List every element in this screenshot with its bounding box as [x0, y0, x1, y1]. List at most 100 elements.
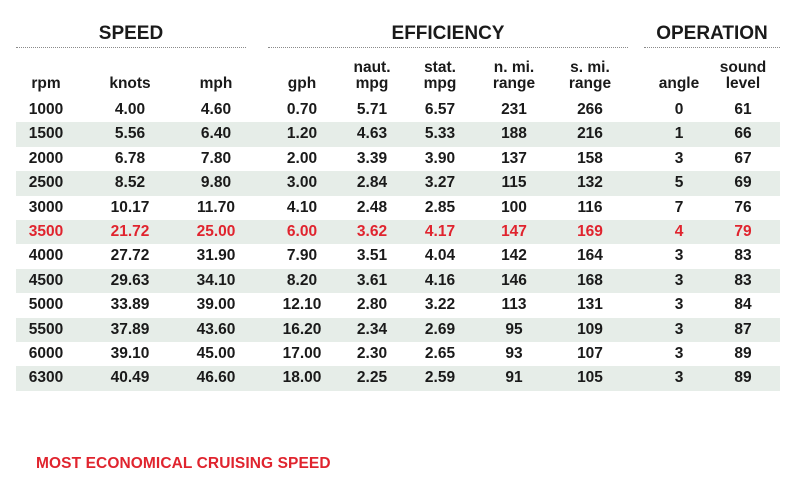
col-header-gph-text: gph	[287, 75, 317, 92]
cell-naut-mpg: 3.39	[356, 149, 388, 167]
cell-nmi-range: 142	[501, 247, 527, 265]
cell-knots: 5.56	[114, 125, 146, 143]
cell-sound: 89	[734, 344, 752, 362]
cell-smi-range: 116	[577, 198, 603, 216]
cell-mph: 7.80	[200, 149, 232, 167]
cell-naut-mpg: 3.62	[356, 222, 388, 240]
group-title-efficiency: EFFICIENCY	[268, 20, 628, 48]
cell-mph: 9.80	[200, 174, 232, 192]
cell-nmi-range: 95	[505, 320, 523, 338]
cell-sound: 84	[734, 296, 752, 314]
group-rule-efficiency	[268, 47, 628, 48]
col-header-sound-level: sound level	[712, 52, 774, 92]
cell-nmi-range: 93	[505, 344, 523, 362]
col-header-naut-mpg-text: naut. mpg	[353, 60, 390, 92]
table-row: 6300 40.49 46.60 18.00 2.25 2.59 91 105 3 89	[16, 366, 780, 391]
cell-nmi-range: 100	[501, 198, 527, 216]
cell-smi-range: 164	[577, 247, 603, 265]
col-header-sound-level-text: sound level	[720, 60, 767, 92]
cell-rpm: 4000	[28, 247, 64, 265]
cell-stat-mpg: 2.65	[424, 344, 456, 362]
col-header-mph: mph	[176, 52, 256, 92]
cell-smi-range: 169	[577, 222, 603, 240]
cell-gph: 0.70	[286, 101, 318, 118]
cell-angle: 3	[674, 149, 684, 167]
cell-stat-mpg: 4.17	[424, 222, 456, 240]
cell-mph: 4.60	[200, 101, 232, 118]
col-header-nmi-range: n. mi. range	[476, 52, 552, 92]
col-header-rpm-text: rpm	[31, 75, 61, 92]
col-header-nmi-range-line2: range	[492, 75, 536, 92]
group-title-speed: SPEED	[16, 20, 246, 48]
table-row: 2500 8.52 9.80 3.00 2.84 3.27 115 132 5 69	[16, 171, 780, 196]
footnote: MOST ECONOMICAL CRUISING SPEED	[36, 455, 331, 472]
cell-gph: 1.20	[286, 125, 318, 143]
col-header-rpm: rpm	[16, 52, 76, 92]
table-row: 4000 27.72 31.90 7.90 3.51 4.04 142 164 3 83	[16, 244, 780, 268]
cell-angle: 0	[674, 101, 684, 118]
cell-stat-mpg: 3.90	[424, 149, 456, 167]
cell-gph: 18.00	[282, 369, 322, 387]
cell-sound: 66	[734, 125, 752, 143]
cell-gph: 3.00	[286, 174, 318, 192]
cell-gph: 6.00	[286, 222, 318, 240]
cell-knots: 29.63	[110, 271, 150, 289]
cell-mph: 46.60	[196, 369, 236, 387]
cell-gph: 2.00	[286, 149, 318, 167]
col-header-sound-level-line2: level	[725, 75, 761, 92]
cell-stat-mpg: 4.16	[424, 271, 456, 289]
group-title-speed-text: SPEED	[98, 23, 164, 44]
col-header-angle-text: angle	[658, 75, 700, 92]
cell-knots: 8.52	[114, 174, 146, 192]
cell-mph: 25.00	[196, 222, 236, 240]
table-row: 3000 10.17 11.70 4.10 2.48 2.85 100 116 7 76	[16, 196, 780, 220]
table-row: 5500 37.89 43.60 16.20 2.34 2.69 95 109 3 87	[16, 317, 780, 342]
cell-naut-mpg: 2.34	[356, 320, 388, 338]
col-header-naut-mpg-line2: mpg	[355, 75, 389, 92]
cell-angle: 3	[674, 271, 684, 289]
cell-mph: 43.60	[196, 320, 236, 338]
col-header-stat-mpg-line2: mpg	[423, 75, 457, 92]
cell-knots: 39.10	[110, 344, 150, 362]
cell-sound: 76	[734, 198, 752, 216]
cell-sound: 67	[734, 149, 752, 167]
cell-smi-range: 216	[577, 125, 603, 143]
cell-nmi-range: 231	[501, 101, 527, 118]
cell-knots: 4.00	[114, 101, 146, 118]
cell-smi-range: 107	[577, 344, 603, 362]
cell-stat-mpg: 6.57	[424, 101, 456, 118]
col-header-smi-range-text: s. mi. range	[569, 60, 611, 92]
cell-sound: 61	[734, 101, 752, 118]
cell-gph: 7.90	[286, 247, 318, 265]
cell-knots: 33.89	[110, 296, 150, 314]
col-header-naut-mpg: naut. mpg	[340, 52, 404, 92]
col-header-smi-range-line1: s. mi.	[570, 59, 610, 76]
cell-nmi-range: 113	[501, 296, 527, 314]
cell-rpm: 4500	[28, 271, 64, 289]
cell-naut-mpg: 2.25	[356, 369, 388, 387]
cell-stat-mpg: 3.27	[424, 174, 456, 192]
cell-gph: 4.10	[286, 198, 318, 216]
cell-rpm: 2000	[28, 149, 64, 167]
cell-naut-mpg: 5.71	[356, 101, 388, 118]
cell-angle: 3	[674, 296, 684, 314]
cell-mph: 6.40	[200, 125, 232, 143]
col-header-smi-range: s. mi. range	[552, 52, 628, 92]
col-header-stat-mpg-text: stat. mpg	[424, 60, 457, 92]
cell-angle: 3	[674, 320, 684, 338]
cell-rpm: 5500	[28, 320, 64, 338]
cell-sound: 87	[734, 320, 752, 338]
cell-stat-mpg: 2.85	[424, 198, 456, 216]
group-rule-operation	[644, 47, 780, 48]
col-header-angle: angle	[646, 52, 712, 92]
cell-rpm: 3500	[28, 222, 64, 240]
col-header-knots-text: knots	[109, 75, 151, 92]
table-body: 1000 4.00 4.60 0.70 5.71 6.57 231 266 0 61 1500 5.5…	[16, 98, 780, 391]
cell-sound: 89	[734, 369, 752, 387]
cell-naut-mpg: 2.84	[356, 174, 388, 192]
cell-rpm: 6300	[28, 369, 64, 387]
cell-rpm: 6000	[28, 344, 64, 362]
cell-gph: 8.20	[286, 271, 318, 289]
cell-gph: 17.00	[282, 344, 322, 362]
